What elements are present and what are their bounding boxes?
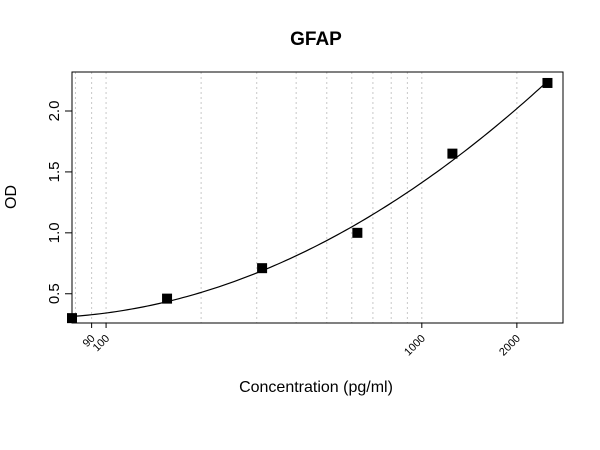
x-tick-label: 1000 bbox=[402, 333, 428, 359]
y-tick-label: 0.5 bbox=[46, 283, 63, 304]
y-tick-label: 1.5 bbox=[46, 161, 63, 182]
x-tick-label: 2000 bbox=[497, 333, 523, 359]
chart-title: GFAP bbox=[290, 29, 342, 50]
y-tick-label: 1.0 bbox=[46, 222, 63, 243]
x-axis-label: Concentration (pg/ml) bbox=[239, 379, 393, 396]
y-axis: 0.5 1.0 1.5 2.0 bbox=[46, 101, 73, 304]
y-axis-label: OD bbox=[3, 185, 20, 209]
x-tick-label: 100 bbox=[91, 333, 112, 354]
data-point bbox=[542, 77, 553, 88]
fit-curve bbox=[71, 80, 548, 318]
data-points bbox=[67, 77, 553, 324]
y-tick-label: 2.0 bbox=[46, 101, 63, 122]
data-point bbox=[352, 227, 363, 238]
plot-frame bbox=[71, 71, 564, 324]
grid bbox=[74, 72, 518, 323]
data-point bbox=[447, 148, 458, 159]
data-point bbox=[257, 263, 268, 274]
data-point bbox=[162, 293, 173, 304]
